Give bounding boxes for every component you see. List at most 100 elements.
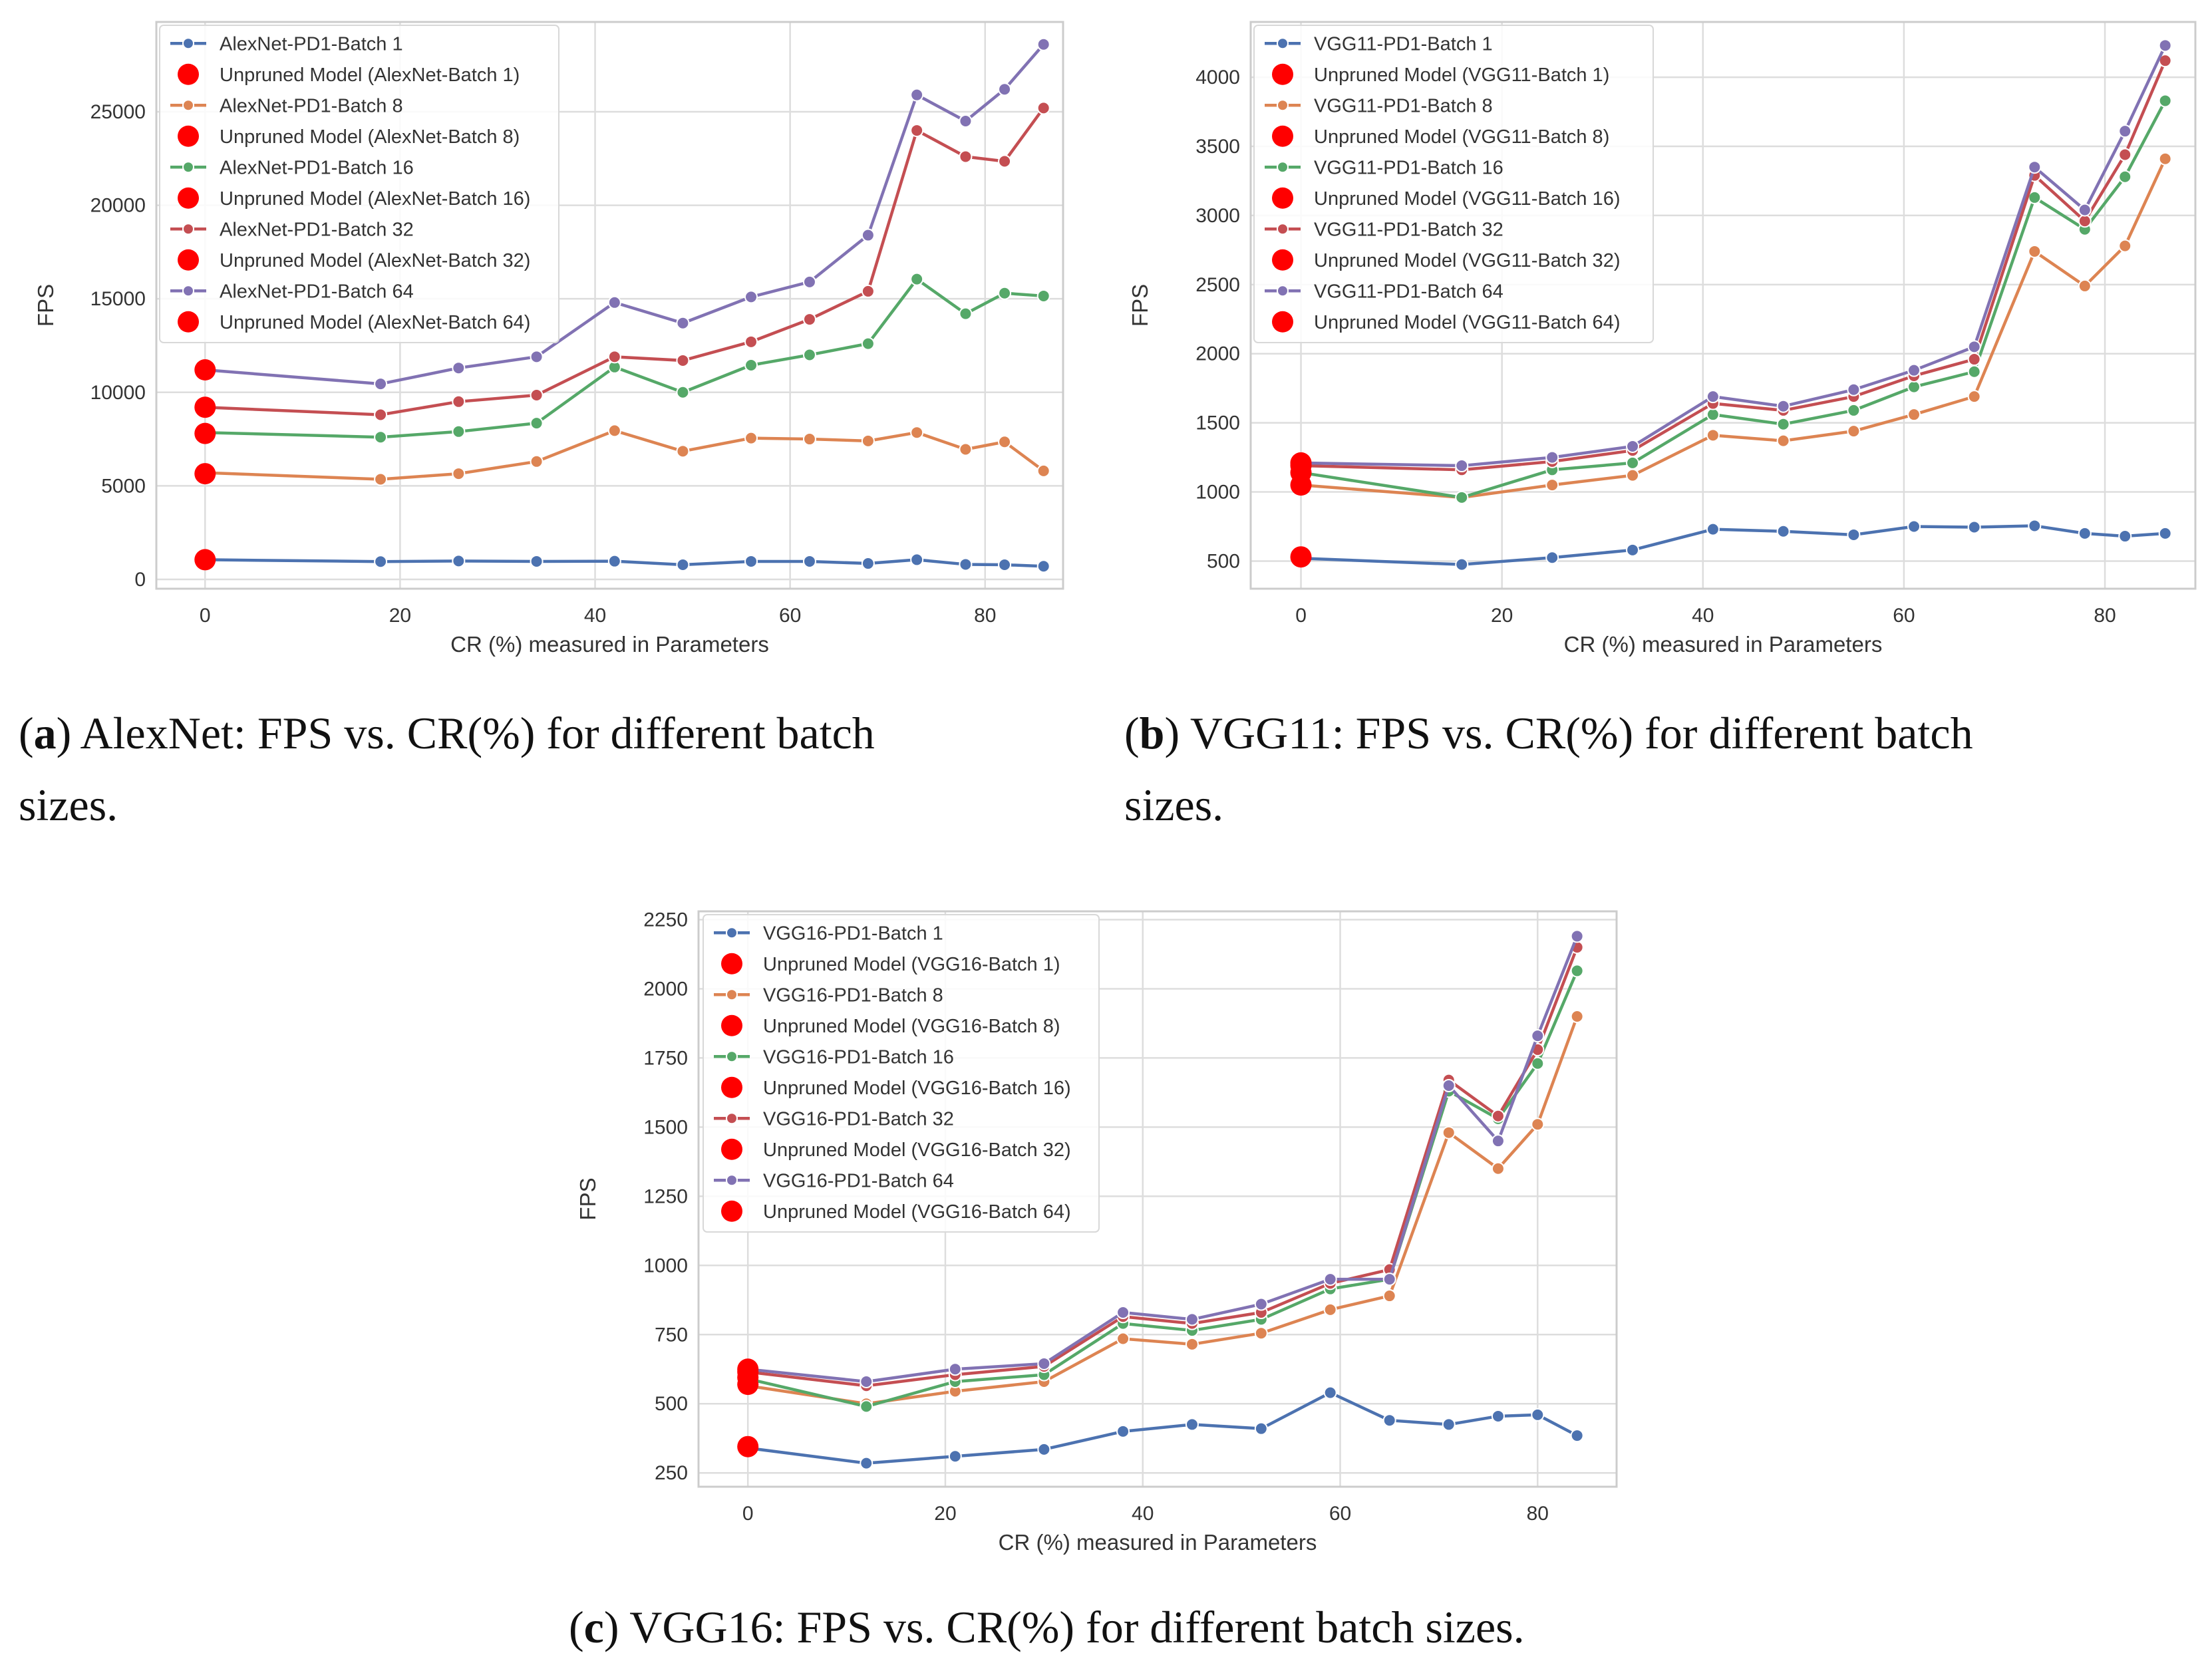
data-point-batch_64 xyxy=(676,316,690,330)
data-point-batch_8 xyxy=(910,426,924,440)
data-point-batch_8 xyxy=(2028,244,2042,258)
data-point-batch_64 xyxy=(2158,39,2172,53)
legend-label: Unpruned Model (AlexNet-Batch 8) xyxy=(220,126,520,148)
data-point-batch_16 xyxy=(1626,456,1640,470)
data-point-batch_64 xyxy=(1967,340,1981,354)
data-point-batch_16 xyxy=(2118,170,2132,184)
legend-label: AlexNet-PD1-Batch 8 xyxy=(220,95,403,116)
data-point-batch_64 xyxy=(1455,459,1469,473)
data-point-batch_8 xyxy=(1491,1161,1505,1175)
legend-swatch-unpruned xyxy=(721,1138,742,1160)
data-point-batch_1 xyxy=(948,1449,962,1463)
unpruned-marker xyxy=(194,463,216,485)
data-point-batch_64 xyxy=(802,275,816,289)
data-point-batch_16 xyxy=(1570,964,1584,978)
x-tick-label: 40 xyxy=(1692,605,1714,627)
data-point-batch_64 xyxy=(452,361,466,375)
y-tick-label: 2000 xyxy=(1195,343,1240,365)
data-point-batch_32 xyxy=(1967,353,1981,367)
data-point-batch_64 xyxy=(861,228,875,242)
legend-label: Unpruned Model (VGG11-Batch 32) xyxy=(1314,250,1620,271)
data-point-batch_16 xyxy=(861,337,875,351)
legend-box xyxy=(1253,25,1654,343)
data-point-batch_32 xyxy=(2118,148,2132,162)
data-point-batch_32 xyxy=(744,335,758,349)
data-point-batch_8 xyxy=(607,424,621,438)
legend-swatch-marker xyxy=(182,161,194,174)
x-tick-label: 40 xyxy=(1132,1503,1154,1525)
legend-swatch-marker xyxy=(182,285,194,297)
legend-swatch-unpruned xyxy=(178,63,199,85)
legend-swatch-unpruned xyxy=(721,1200,742,1222)
y-tick-label: 15000 xyxy=(90,288,146,310)
legend-label: AlexNet-PD1-Batch 64 xyxy=(220,281,414,302)
plot-frame xyxy=(1249,21,2197,590)
data-point-batch_64 xyxy=(1036,37,1050,51)
data-point-batch_1 xyxy=(2118,530,2132,543)
data-point-batch_16 xyxy=(676,385,690,399)
data-point-batch_1 xyxy=(998,558,1012,572)
data-point-batch_8 xyxy=(676,444,690,458)
legend-label: Unpruned Model (AlexNet-Batch 32) xyxy=(220,250,530,271)
data-point-batch_8 xyxy=(1323,1302,1337,1316)
data-point-batch_1 xyxy=(802,554,816,568)
data-point-batch_32 xyxy=(530,388,544,402)
y-tick-label: 3000 xyxy=(1195,205,1240,227)
vgg16-chart: 0 20 40 60 80 250 500 750 1000 1250 1500 1750 2000 22… xyxy=(575,909,1618,1555)
data-point-batch_64 xyxy=(1847,382,1861,396)
legend-swatch-unpruned xyxy=(1272,187,1293,209)
data-point-batch_1 xyxy=(1626,543,1640,557)
data-point-batch_64 xyxy=(1185,1312,1199,1326)
data-point-batch_1 xyxy=(2078,526,2092,540)
data-point-batch_64 xyxy=(1545,450,1559,464)
plot-frame xyxy=(155,21,1064,590)
data-point-batch_16 xyxy=(910,272,924,286)
data-point-batch_64 xyxy=(1254,1297,1268,1311)
data-point-batch_64 xyxy=(1323,1273,1337,1287)
x-tick-label: 60 xyxy=(1893,605,1915,627)
data-point-batch_64 xyxy=(1626,439,1640,453)
data-point-batch_16 xyxy=(1036,289,1050,303)
data-point-batch_8 xyxy=(374,472,388,486)
alexnet-chart: 0 20 40 60 80 0 5000 10000 15000 20000 25000 CR (%)… xyxy=(33,21,1064,657)
data-point-batch_32 xyxy=(676,353,690,367)
y-axis-label: FPS xyxy=(33,284,58,327)
unpruned-marker xyxy=(194,359,216,381)
y-tick-label: 0 xyxy=(134,569,146,591)
legend-label: Unpruned Model (VGG11-Batch 1) xyxy=(1314,65,1609,86)
data-point-batch_32 xyxy=(1036,101,1050,115)
data-point-batch_16 xyxy=(1706,408,1720,422)
data-point-batch_64 xyxy=(1907,363,1921,377)
data-point-batch_8 xyxy=(452,467,466,481)
data-point-batch_1 xyxy=(1531,1408,1545,1422)
unpruned-marker xyxy=(1290,546,1312,568)
legend-swatch-unpruned xyxy=(721,1014,742,1036)
legend-swatch-unpruned xyxy=(178,125,199,147)
data-point-batch_64 xyxy=(998,82,1012,96)
data-point-batch_64 xyxy=(1570,929,1584,943)
x-tick-label: 60 xyxy=(1329,1503,1351,1525)
legend-label: Unpruned Model (VGG16-Batch 8) xyxy=(763,1016,1060,1037)
legend-swatch-marker xyxy=(726,1050,738,1063)
vgg11-chart: 0 20 40 60 80 500 1000 1500 2000 2500 3000 3500 4000… xyxy=(1128,21,2197,657)
y-tick-label: 5000 xyxy=(101,475,146,497)
legend-swatch-unpruned xyxy=(721,1076,742,1098)
data-point-batch_64 xyxy=(1531,1029,1545,1043)
legend-label: Unpruned Model (VGG16-Batch 64) xyxy=(763,1201,1071,1223)
legend-swatch-marker xyxy=(182,223,194,235)
legend-label: AlexNet-PD1-Batch 16 xyxy=(220,157,414,178)
y-tick-label: 750 xyxy=(655,1324,688,1346)
data-point-batch_64 xyxy=(1116,1306,1130,1320)
data-point-batch_1 xyxy=(1116,1424,1130,1438)
data-point-batch_8 xyxy=(1382,1289,1396,1303)
data-point-batch_16 xyxy=(744,358,758,372)
data-point-batch_16 xyxy=(1847,403,1861,417)
legend-swatch-marker xyxy=(726,1174,738,1187)
data-point-batch_16 xyxy=(374,430,388,444)
data-point-batch_1 xyxy=(1185,1418,1199,1432)
legend-label: VGG11-PD1-Batch 64 xyxy=(1314,281,1503,302)
legend-label: VGG16-PD1-Batch 8 xyxy=(763,985,943,1006)
data-point-batch_8 xyxy=(1570,1010,1584,1024)
data-point-batch_64 xyxy=(910,88,924,102)
data-point-batch_8 xyxy=(1706,428,1720,442)
